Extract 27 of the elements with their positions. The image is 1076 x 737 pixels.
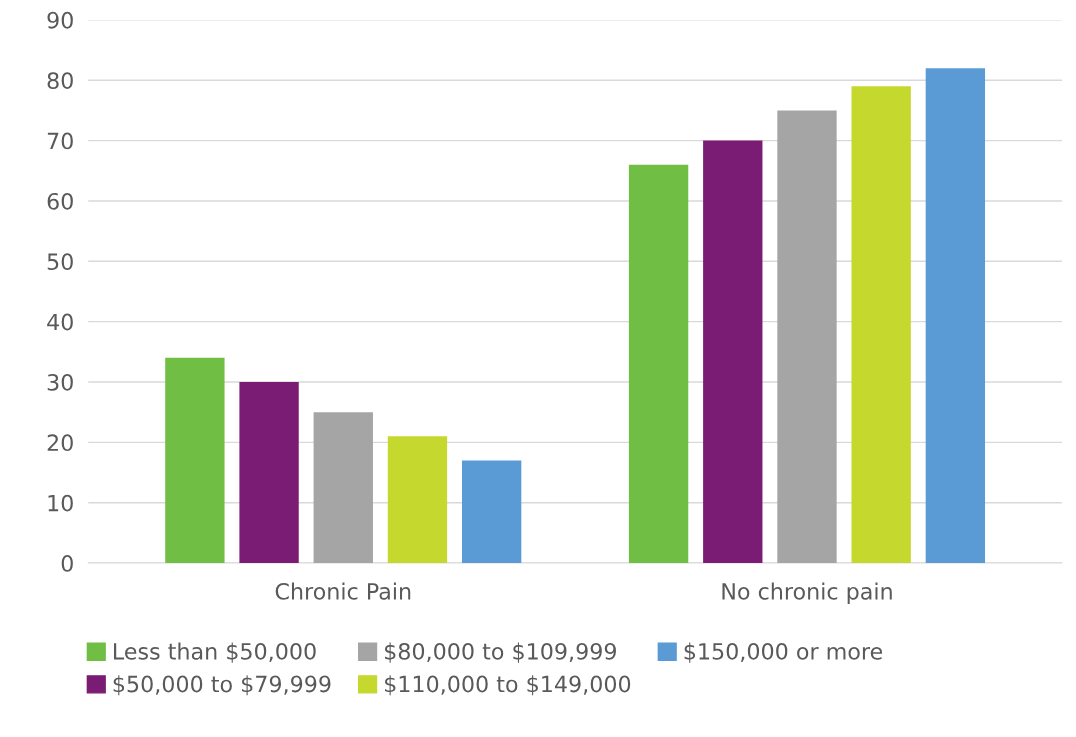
- y-tick-label: 70: [47, 132, 73, 150]
- bar: [703, 140, 763, 564]
- bar: [851, 86, 911, 564]
- y-tick-label: 10: [48, 494, 73, 512]
- bar: [777, 110, 837, 564]
- legend-label: $150,000 or more: [684, 642, 883, 663]
- bar: [239, 382, 299, 564]
- y-tick-label: 20: [47, 434, 73, 452]
- y-tick-label: 80: [47, 72, 73, 90]
- legend-label: $110,000 to $149,000: [385, 675, 631, 696]
- y-tick-label: 40: [47, 313, 73, 331]
- bar: [461, 460, 522, 564]
- bar: [628, 164, 689, 564]
- bar: [387, 436, 448, 564]
- y-tick-label: 50: [47, 253, 73, 271]
- legend-label: $80,000 to $109,999: [385, 642, 616, 663]
- legend-label: $50,000 to $79,999: [113, 675, 331, 696]
- legend-label: Less than $50,000: [114, 642, 316, 663]
- y-tick-label: 60: [47, 192, 73, 210]
- bar: [925, 68, 986, 564]
- y-tick-label: 0: [61, 555, 73, 572]
- x-tick-label: No chronic pain: [722, 582, 892, 605]
- y-tick-label: 90: [47, 11, 73, 29]
- x-tick-label: Chronic Pain: [275, 582, 411, 600]
- y-tick-label: 30: [47, 373, 73, 391]
- bar: [313, 412, 373, 564]
- bar: [165, 357, 225, 564]
